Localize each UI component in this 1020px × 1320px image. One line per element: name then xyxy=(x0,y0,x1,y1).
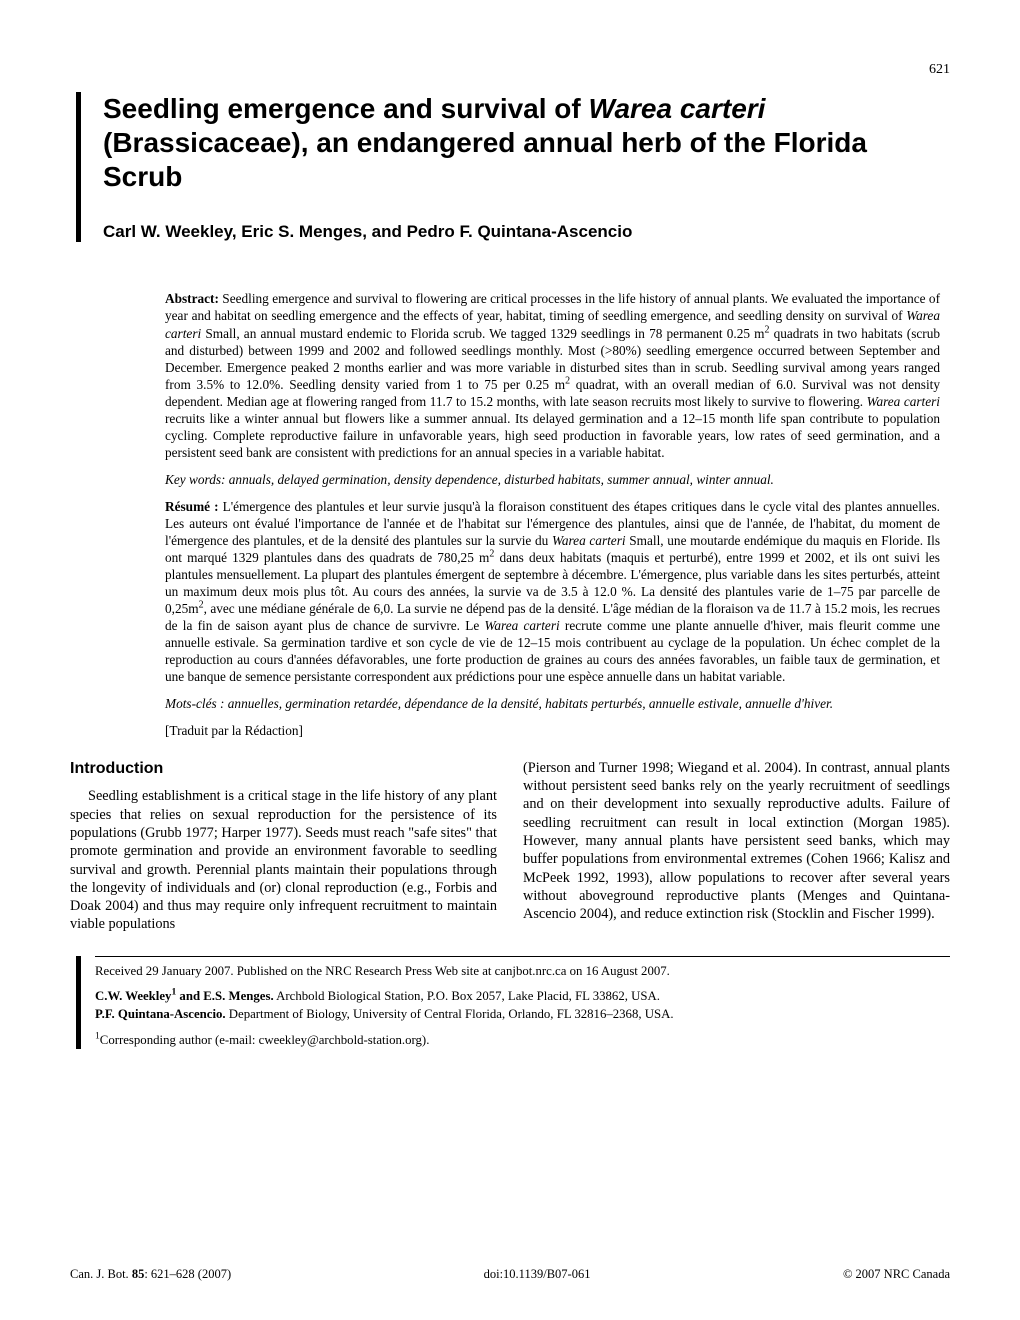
motscles-text: annuelles, germination retardée, dépenda… xyxy=(224,696,833,711)
title-species: Warea carteri xyxy=(589,93,766,124)
abstract-label: Abstract: xyxy=(165,291,219,306)
footer-right: © 2007 NRC Canada xyxy=(843,1267,950,1282)
intro-para-right: (Pierson and Turner 1998; Wiegand et al.… xyxy=(523,759,950,924)
column-right: (Pierson and Turner 1998; Wiegand et al.… xyxy=(523,759,950,934)
two-column-body: Introduction Seedling establishment is a… xyxy=(70,759,950,934)
introduction-heading: Introduction xyxy=(70,759,497,779)
affiliation-2: P.F. Quintana-Ascencio. Department of Bi… xyxy=(95,1006,950,1024)
authors-line: Carl W. Weekley, Eric S. Menges, and Ped… xyxy=(103,222,950,242)
keywords-text: annuals, delayed germination, density de… xyxy=(225,472,773,487)
corr-text: Corresponding author (e-mail: cweekley@a… xyxy=(100,1033,430,1047)
footer-left-b: 85 xyxy=(132,1267,145,1281)
footer-left-a: Can. J. Bot. xyxy=(70,1267,132,1281)
translated-note: [Traduit par la Rédaction] xyxy=(165,722,940,739)
affil1-addr: Archbold Biological Station, P.O. Box 20… xyxy=(274,989,660,1003)
affil2-names: P.F. Quintana-Ascencio. xyxy=(95,1007,226,1021)
resume-block: Résumé : L'émergence des plantules et le… xyxy=(165,498,940,739)
footer-center: doi:10.1139/B07-061 xyxy=(484,1267,591,1282)
resume-species-1: Warea carteri xyxy=(552,533,626,548)
corresponding-line: 1Corresponding author (e-mail: cweekley@… xyxy=(95,1032,950,1050)
resume-label: Résumé : xyxy=(165,499,219,514)
page-number: 621 xyxy=(929,62,950,78)
affil1-names: C.W. Weekley xyxy=(95,989,171,1003)
resume-paragraph: Résumé : L'émergence des plantules et le… xyxy=(165,498,940,685)
abstract-text-e: recruits like a winter annual but flower… xyxy=(165,411,940,460)
title-post: (Brassicaceae), an endangered annual her… xyxy=(103,127,867,192)
resume-species-2: Warea carteri xyxy=(485,618,560,633)
footer-author-block: Received 29 January 2007. Published on t… xyxy=(76,956,950,1050)
received-line: Received 29 January 2007. Published on t… xyxy=(95,963,950,981)
abstract-text-b: Small, an annual mustard endemic to Flor… xyxy=(201,326,764,341)
affiliation-1: C.W. Weekley1 and E.S. Menges. Archbold … xyxy=(95,988,950,1006)
affil1-rest: and E.S. Menges. xyxy=(176,989,273,1003)
motscles-line: Mots-clés : annuelles, germination retar… xyxy=(165,695,940,712)
abstract-block: Abstract: Seedling emergence and surviva… xyxy=(165,290,940,487)
keywords-label: Key words: xyxy=(165,472,225,487)
keywords-line: Key words: annuals, delayed germination,… xyxy=(165,471,940,488)
affil2-addr: Department of Biology, University of Cen… xyxy=(226,1007,674,1021)
intro-para-left: Seedling establishment is a critical sta… xyxy=(70,787,497,933)
column-left: Introduction Seedling establishment is a… xyxy=(70,759,497,934)
motscles-label: Mots-clés : xyxy=(165,696,224,711)
title-block: Seedling emergence and survival of Warea… xyxy=(76,92,950,242)
article-title: Seedling emergence and survival of Warea… xyxy=(103,92,950,194)
abstract-text-a: Seedling emergence and survival to flowe… xyxy=(165,291,940,323)
footer-rule xyxy=(95,956,950,957)
page-footer: Can. J. Bot. 85: 621–628 (2007) doi:10.1… xyxy=(70,1267,950,1282)
abstract-paragraph: Abstract: Seedling emergence and surviva… xyxy=(165,290,940,460)
footer-left-c: : 621–628 (2007) xyxy=(144,1267,231,1281)
abstract-species-2: Warea carteri xyxy=(867,394,940,409)
title-pre: Seedling emergence and survival of xyxy=(103,93,589,124)
footer-left: Can. J. Bot. 85: 621–628 (2007) xyxy=(70,1267,231,1282)
